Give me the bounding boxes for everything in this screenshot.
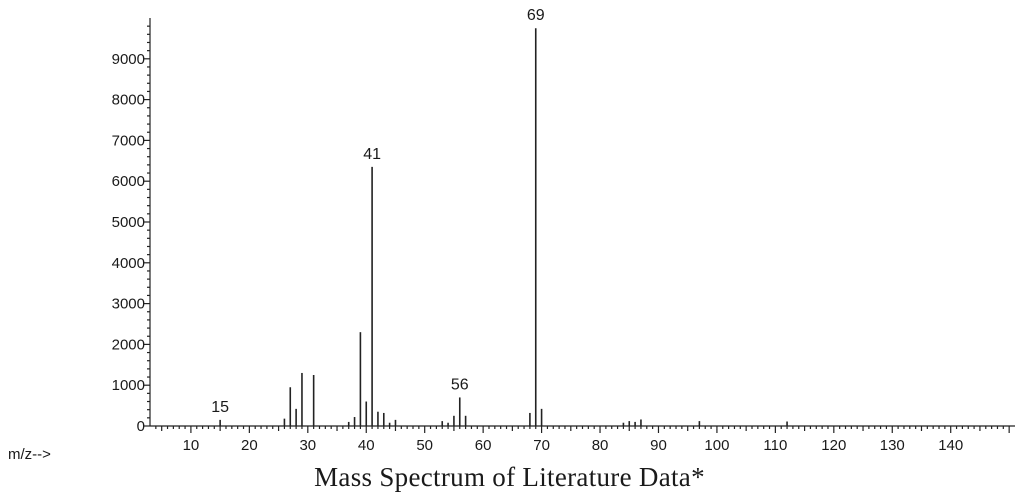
- y-tick-label: 8000: [112, 92, 145, 109]
- y-tick-label: 9000: [112, 51, 145, 68]
- y-axis-ticks: 0 1000 2000 3000 4000 5000 6000 7000 8000 9000: [112, 25, 150, 435]
- y-tick-label: 4000: [112, 255, 145, 272]
- peak-label: 15: [211, 399, 229, 416]
- y-tick-label: 0: [137, 418, 145, 435]
- x-tick-label: 60: [475, 437, 492, 454]
- peak-label: 69: [527, 7, 545, 24]
- y-tick-label: 2000: [112, 336, 145, 353]
- x-tick-label: 50: [416, 437, 433, 454]
- x-tick-label: 110: [763, 437, 787, 454]
- x-tick-label: 40: [358, 437, 375, 454]
- peak-label: 41: [363, 146, 381, 163]
- chart-caption: Mass Spectrum of Literature Data*: [314, 462, 705, 492]
- x-axis-label: m/z-->: [8, 446, 51, 462]
- x-axis-ticks: 10 20 30 40 50 60 70 80 90 100 110 120 130 140: [155, 426, 1010, 454]
- x-tick-label: 90: [650, 437, 667, 454]
- peak-label: 56: [451, 376, 469, 393]
- x-tick-label: 100: [704, 437, 729, 454]
- axes: [149, 18, 1015, 427]
- y-tick-label: 5000: [112, 214, 145, 231]
- x-tick-label: 80: [592, 437, 609, 454]
- x-tick-label: 130: [880, 437, 905, 454]
- y-tick-label: 3000: [112, 296, 145, 313]
- mass-spectrum-chart: 0 1000 2000 3000 4000 5000 6000 7000 8000 9000 10…: [8, 7, 1015, 462]
- x-tick-label: 70: [533, 437, 550, 454]
- y-tick-label: 1000: [112, 377, 145, 394]
- y-tick-label: 7000: [112, 132, 145, 149]
- x-tick-label: 120: [821, 437, 846, 454]
- x-tick-label: 140: [938, 437, 963, 454]
- y-tick-label: 6000: [112, 173, 145, 190]
- x-tick-label: 20: [241, 437, 258, 454]
- peak-bars: [219, 28, 788, 426]
- peak-labels: 15 41 56 69: [211, 7, 545, 416]
- x-tick-label: 10: [183, 437, 200, 454]
- x-tick-label: 30: [299, 437, 316, 454]
